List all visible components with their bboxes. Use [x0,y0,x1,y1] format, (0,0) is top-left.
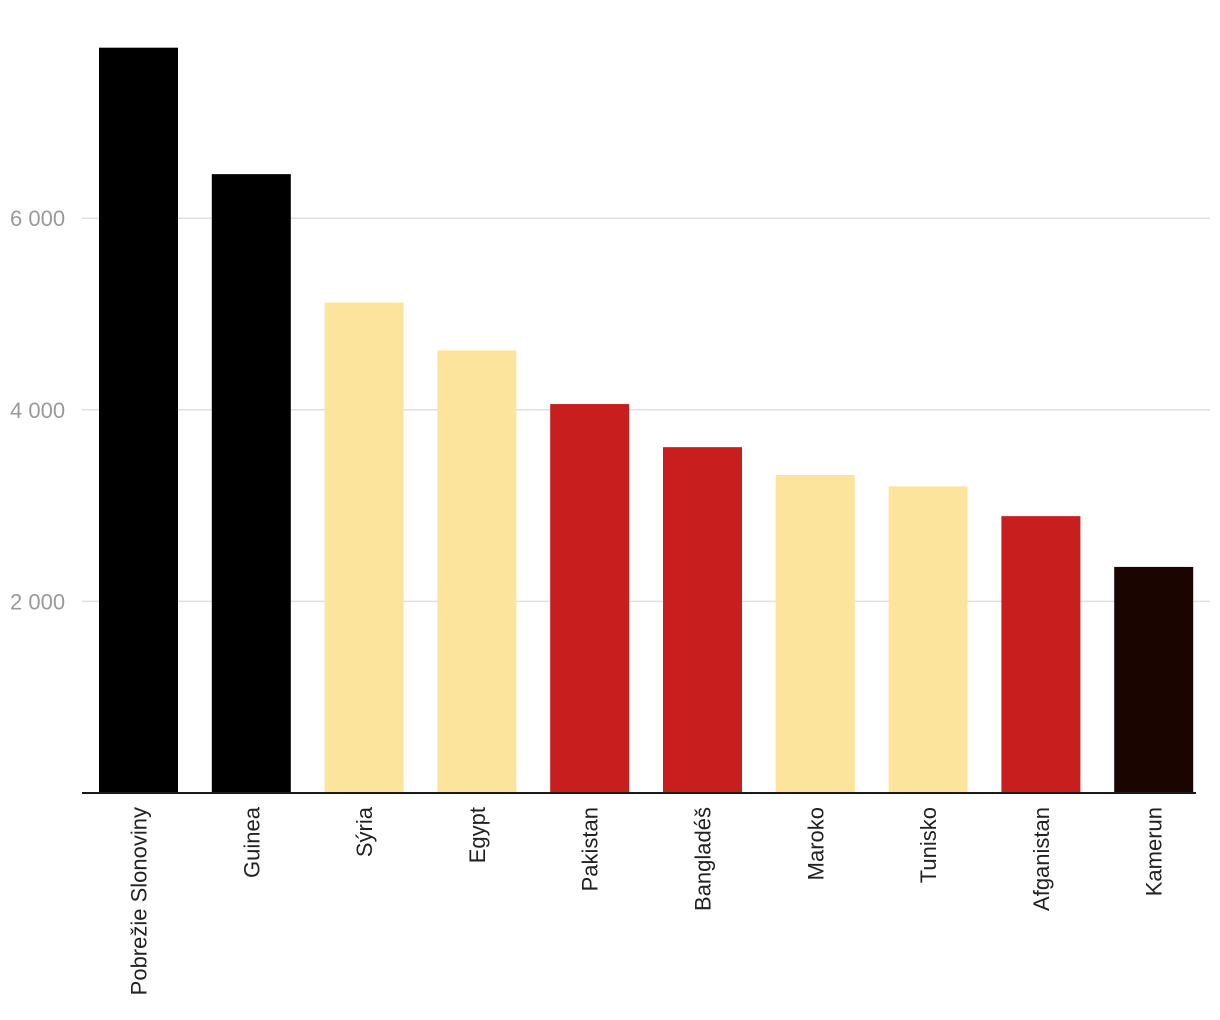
x-tick-label: Egypt [465,807,490,863]
x-tick-label: Kamerun [1142,807,1167,896]
x-tick-label: Guinea [239,806,264,878]
bar [211,174,291,793]
bar [99,47,178,793]
bars [99,47,1194,793]
y-tick-label: 4 000 [10,398,65,423]
bar [888,486,968,793]
y-tick-label: 6 000 [10,206,65,231]
y-tick-label: 2 000 [10,589,65,614]
y-axis-ticks: 2 000 4 000 6 000 [10,206,65,614]
x-tick-label: Pakistan [578,807,603,891]
x-tick-label: Sýria [352,806,377,857]
bar [1001,516,1081,793]
bar [663,447,742,793]
x-tick-label: Bangladéš [691,807,716,911]
bar [437,350,517,793]
x-tick-label: Maroko [803,807,828,880]
x-tick-label: Tunisko [916,807,941,883]
bar [1114,566,1194,793]
x-axis-ticks: Pobrežie Slonoviny Guinea Sýria Egypt Pakist… [127,806,1167,995]
bar [324,302,404,793]
x-tick-label: Pobrežie Slonoviny [127,807,152,995]
x-tick-label: Afganistan [1029,807,1054,911]
bar [550,404,630,793]
bar [775,474,855,793]
